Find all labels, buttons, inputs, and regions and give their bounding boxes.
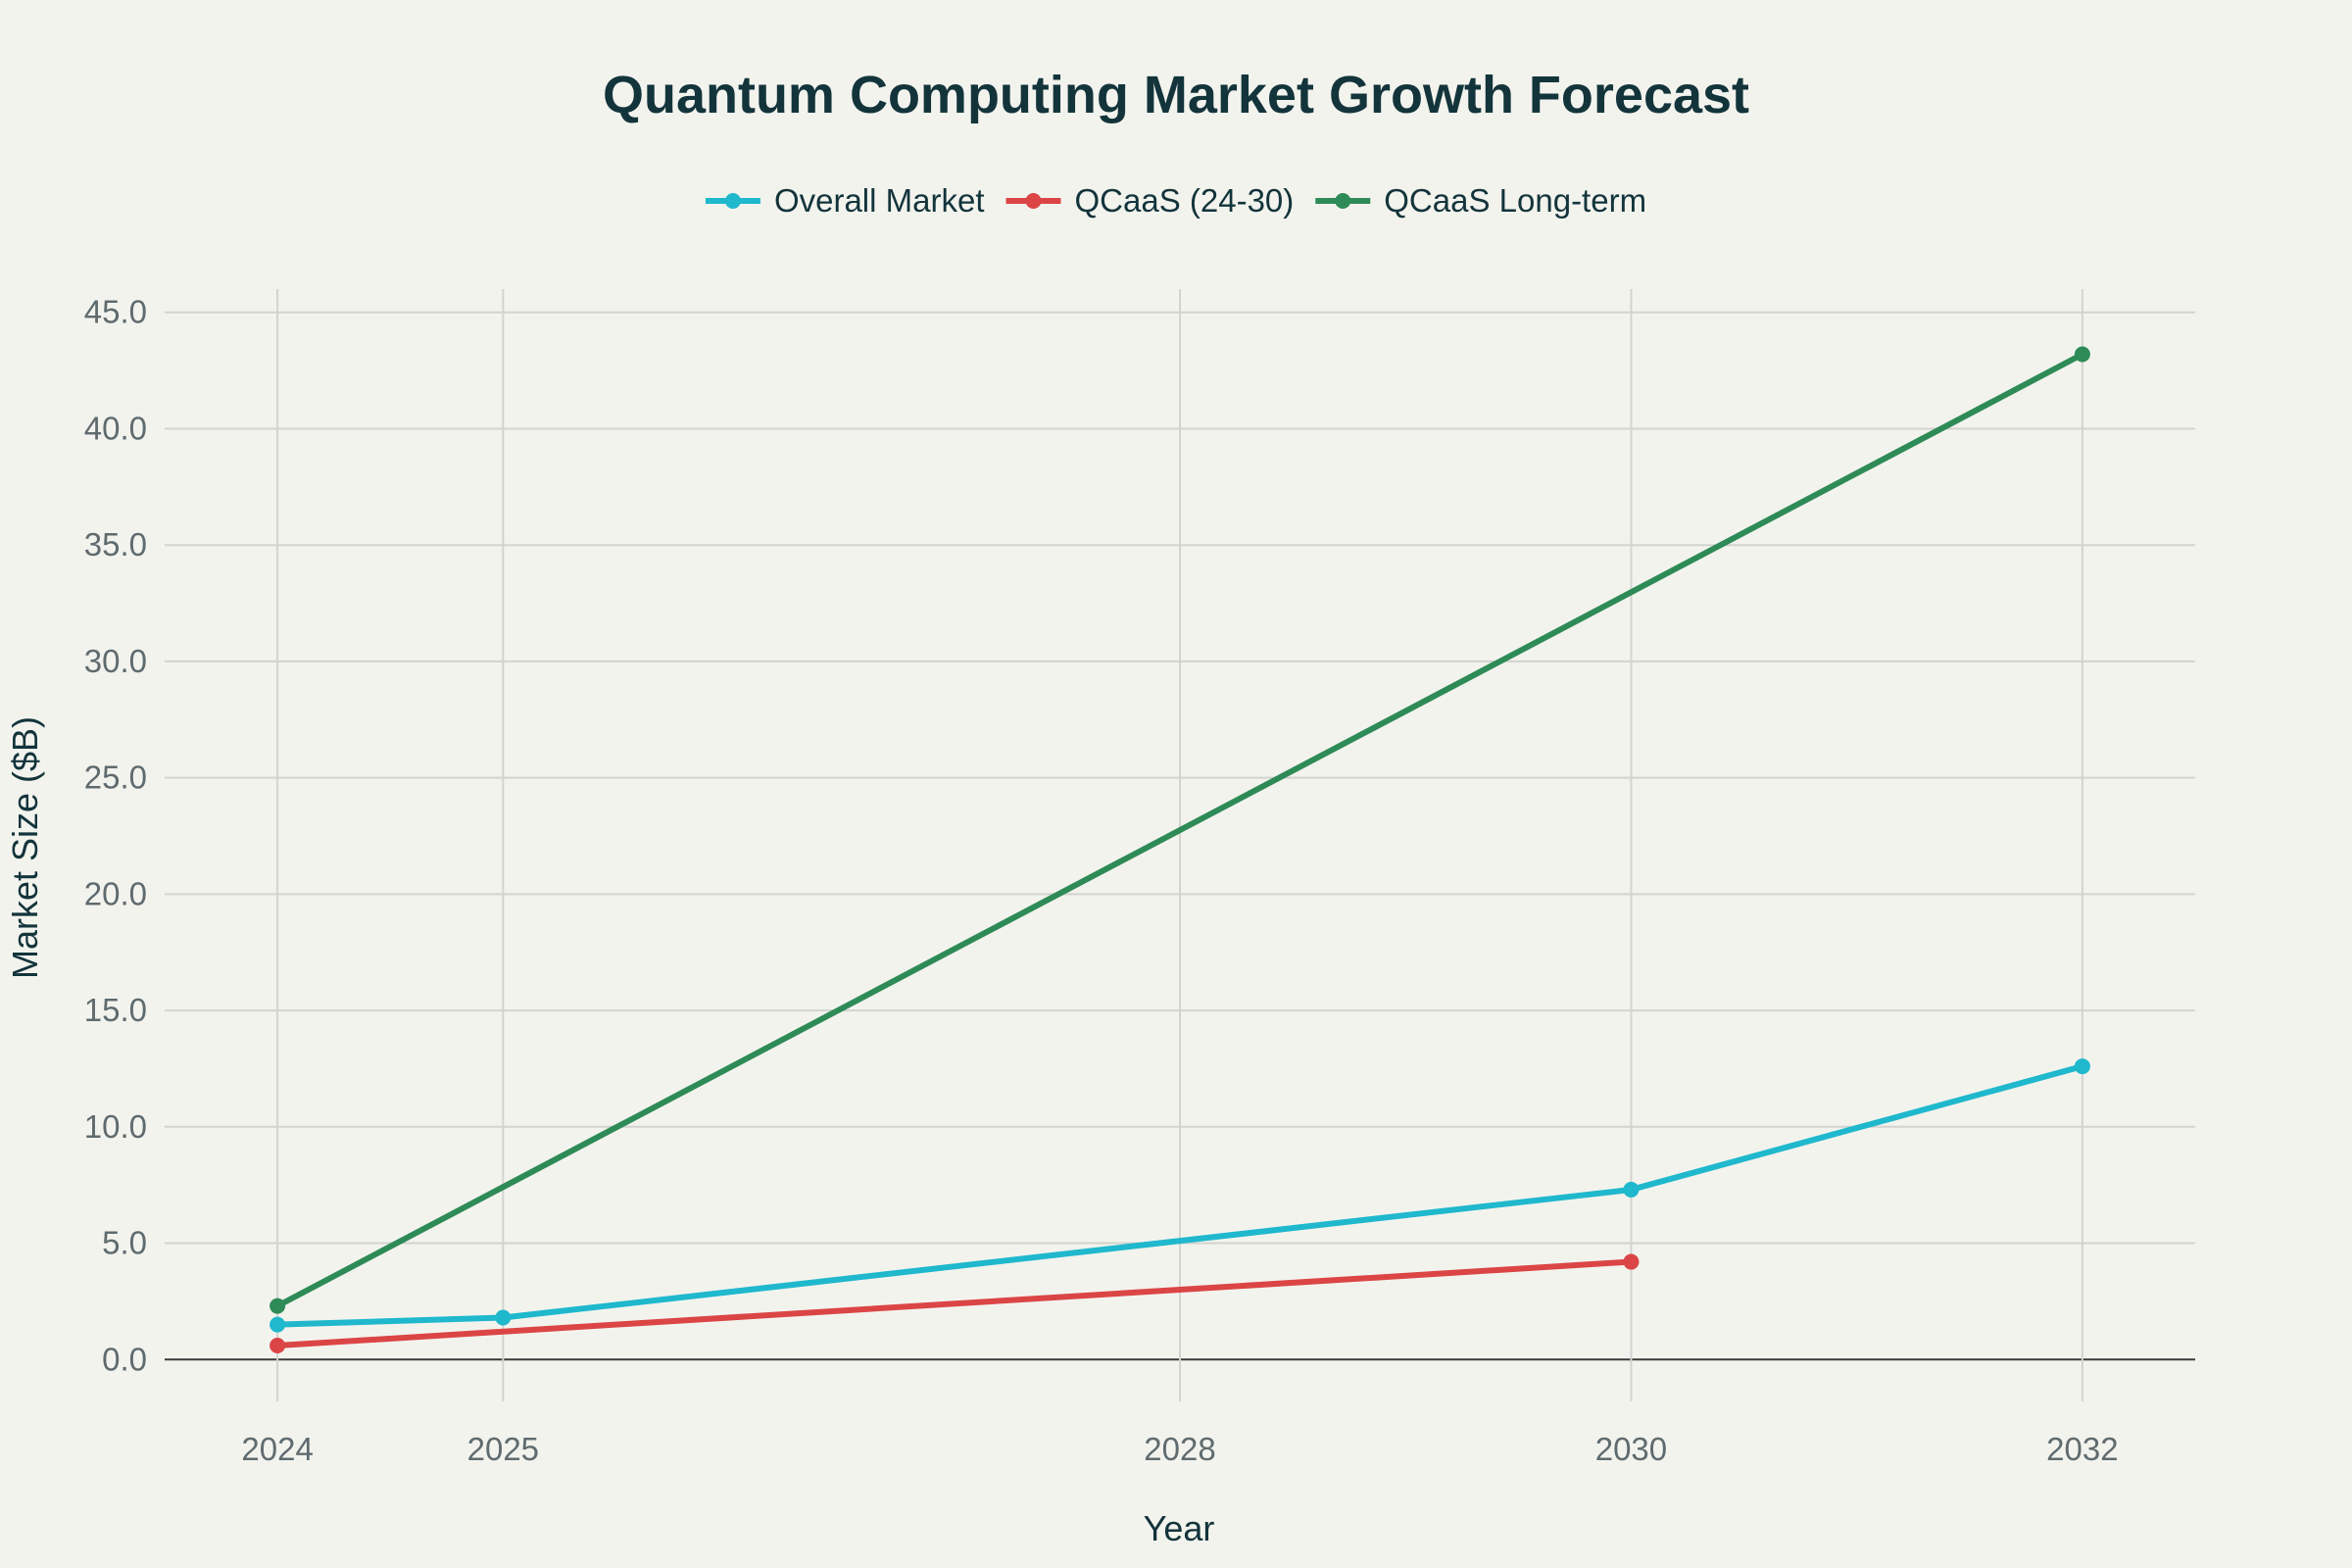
y-tick-label: 15.0 [84, 992, 147, 1028]
data-point-overall-market [2074, 1058, 2090, 1075]
x-tick-label: 2028 [1144, 1431, 1215, 1467]
series-line-qcaas-long-term [274, 351, 2085, 1309]
x-tick-label: 2024 [241, 1431, 313, 1467]
x-tick-label: 2032 [2046, 1431, 2118, 1467]
gridlines [165, 289, 2195, 1401]
x-axis-title: Year [1144, 1508, 1215, 1548]
x-tick-label: 2025 [467, 1431, 539, 1467]
legend-swatch-marker [724, 193, 741, 209]
x-axis-ticks: 2024 2025 2028 2030 2032 [241, 1431, 2118, 1467]
series-line-qcaas-24-30 [274, 1258, 1635, 1349]
y-tick-label: 20.0 [84, 875, 147, 911]
legend: Overall Market QCaaS (24-30) QCaaS Long-te… [705, 182, 1646, 219]
legend-item-qcaas-long-term[interactable]: QCaaS Long-term [1315, 182, 1646, 219]
chart-title: Quantum Computing Market Growth Forecast [603, 66, 1749, 124]
x-tick-label: 2030 [1595, 1431, 1667, 1467]
y-tick-label: 35.0 [84, 526, 147, 563]
series-qcaas-24-30 [270, 1253, 1640, 1354]
data-point-qcaas-long-term [2074, 346, 2090, 363]
legend-label: QCaaS Long-term [1384, 182, 1646, 219]
y-tick-label: 30.0 [84, 643, 147, 679]
y-tick-label: 25.0 [84, 760, 147, 796]
y-tick-label: 45.0 [84, 294, 147, 330]
data-point-overall-market [1623, 1181, 1640, 1198]
series-layer [270, 346, 2090, 1354]
data-point-qcaas-24-30 [1623, 1253, 1640, 1270]
legend-swatch-marker [1025, 193, 1042, 209]
legend-label: Overall Market [774, 182, 985, 219]
data-point-overall-market [270, 1316, 286, 1333]
y-axis-ticks: 0.0 5.0 10.0 15.0 20.0 25.0 30.0 35.0 40.0 45.0 [84, 294, 147, 1378]
series-line-overall-market [274, 1063, 2085, 1328]
y-axis-title: Market Size ($B) [5, 716, 45, 979]
data-point-qcaas-24-30 [270, 1338, 286, 1354]
y-tick-label: 10.0 [84, 1108, 147, 1145]
legend-item-overall-market[interactable]: Overall Market [705, 182, 985, 219]
legend-label: QCaaS (24-30) [1075, 182, 1295, 219]
data-point-qcaas-long-term [270, 1298, 286, 1314]
legend-swatch-marker [1335, 193, 1351, 209]
y-tick-label: 5.0 [102, 1225, 147, 1261]
series-overall-market [270, 1058, 2090, 1333]
y-tick-label: 40.0 [84, 410, 147, 446]
y-tick-label: 0.0 [102, 1341, 147, 1377]
series-qcaas-long-term [270, 346, 2090, 1314]
legend-item-qcaas-24-30[interactable]: QCaaS (24-30) [1005, 182, 1295, 219]
data-point-overall-market [495, 1309, 512, 1326]
